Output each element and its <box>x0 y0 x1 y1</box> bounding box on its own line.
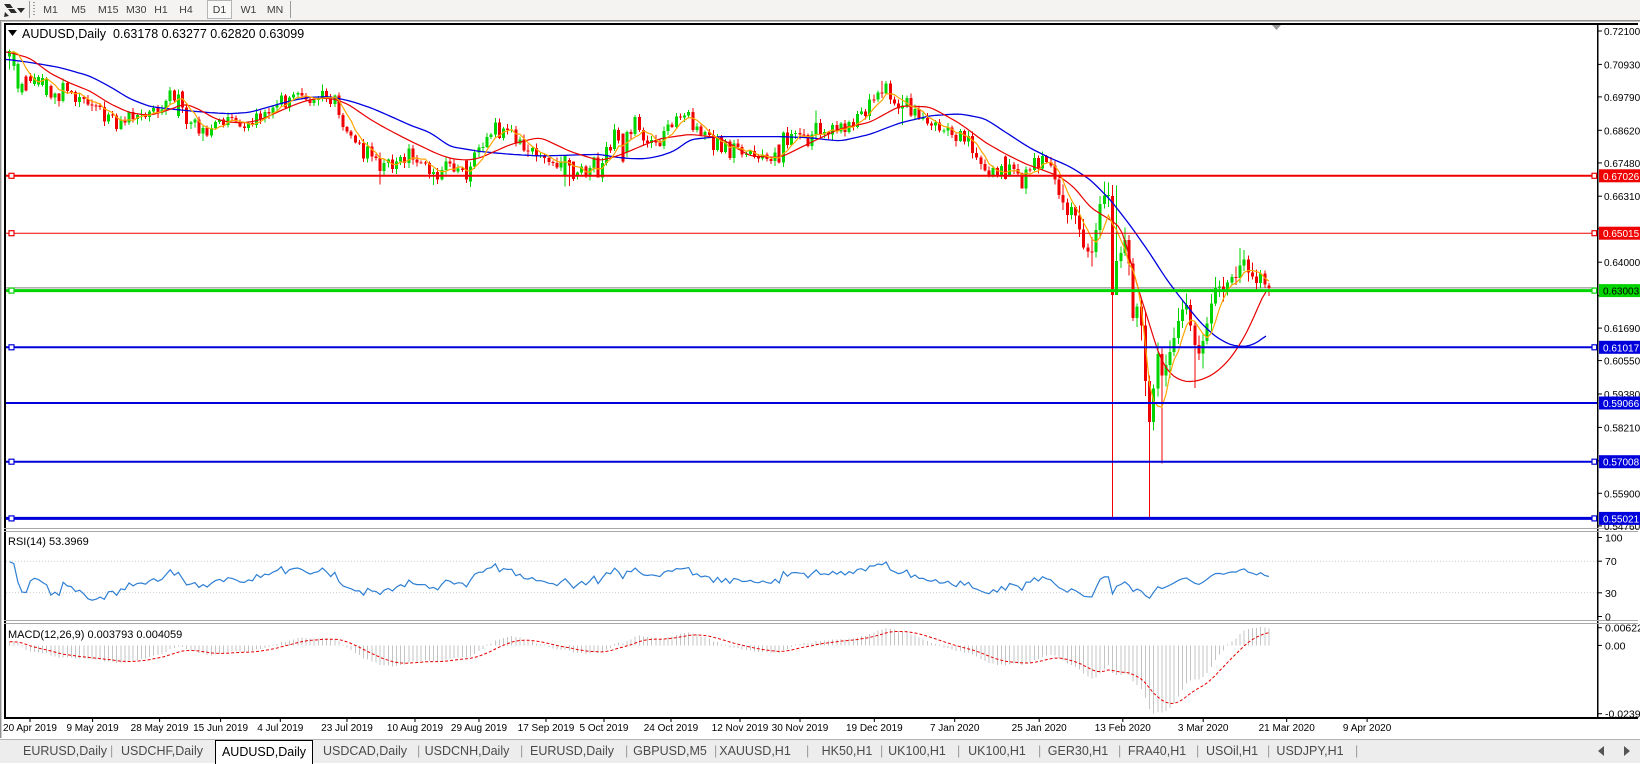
svg-text:0.67480: 0.67480 <box>1604 159 1640 170</box>
svg-text:21 Mar 2020: 21 Mar 2020 <box>1259 723 1316 734</box>
svg-text:0.68620: 0.68620 <box>1604 126 1640 137</box>
svg-text:0.64000: 0.64000 <box>1604 258 1640 269</box>
svg-text:0.58210: 0.58210 <box>1604 423 1640 434</box>
svg-text:29 Aug 2019: 29 Aug 2019 <box>451 723 508 734</box>
svg-text:0.69790: 0.69790 <box>1604 93 1640 104</box>
svg-text:MACD(12,26,9) 0.003793 0.00405: MACD(12,26,9) 0.003793 0.004059 <box>8 629 182 641</box>
svg-text:0.57008: 0.57008 <box>1603 458 1640 469</box>
svg-text:0.00622: 0.00622 <box>1605 623 1640 635</box>
svg-text:0.65015: 0.65015 <box>1603 229 1640 240</box>
svg-text:RSI(14) 53.3969: RSI(14) 53.3969 <box>8 536 89 548</box>
svg-text:0.67026: 0.67026 <box>1603 172 1640 183</box>
svg-text:0.59066: 0.59066 <box>1603 399 1640 410</box>
svg-text:13 Feb 2020: 13 Feb 2020 <box>1095 723 1152 734</box>
svg-text:30: 30 <box>1605 588 1617 600</box>
svg-text:0.55021: 0.55021 <box>1603 514 1640 525</box>
svg-text:15 Jun 2019: 15 Jun 2019 <box>193 723 248 734</box>
svg-text:30 Nov 2019: 30 Nov 2019 <box>772 723 829 734</box>
svg-text:19 Dec 2019: 19 Dec 2019 <box>846 723 903 734</box>
svg-text:0.66310: 0.66310 <box>1604 192 1640 203</box>
svg-text:0.55900: 0.55900 <box>1604 489 1640 500</box>
svg-text:-0.023959: -0.023959 <box>1605 709 1640 721</box>
svg-text:25 Jan 2020: 25 Jan 2020 <box>1012 723 1067 734</box>
svg-text:12 Nov 2019: 12 Nov 2019 <box>712 723 769 734</box>
svg-text:0.60550: 0.60550 <box>1604 357 1640 368</box>
svg-text:0.00: 0.00 <box>1605 640 1626 652</box>
svg-text:4 Jul 2019: 4 Jul 2019 <box>257 723 304 734</box>
svg-text:0.54760: 0.54760 <box>1604 522 1640 533</box>
svg-text:28 May 2019: 28 May 2019 <box>131 723 189 734</box>
svg-text:9 Apr 2020: 9 Apr 2020 <box>1343 723 1392 734</box>
svg-text:20 Apr 2019: 20 Apr 2019 <box>3 723 57 734</box>
svg-text:0.61690: 0.61690 <box>1604 324 1640 335</box>
svg-text:70: 70 <box>1605 556 1617 568</box>
svg-text:3 Mar 2020: 3 Mar 2020 <box>1178 723 1229 734</box>
svg-text:9 May 2019: 9 May 2019 <box>66 723 119 734</box>
svg-text:10 Aug 2019: 10 Aug 2019 <box>387 723 444 734</box>
svg-text:AUDUSD,Daily 0.63178 0.63277: AUDUSD,Daily 0.63178 0.63277 0.62820 0.6… <box>22 27 304 41</box>
svg-text:7 Jan 2020: 7 Jan 2020 <box>930 723 980 734</box>
svg-text:24 Oct 2019: 24 Oct 2019 <box>644 723 699 734</box>
svg-text:0.59380: 0.59380 <box>1604 390 1640 401</box>
svg-text:0.63003: 0.63003 <box>1603 287 1640 298</box>
svg-text:5 Oct 2019: 5 Oct 2019 <box>580 723 629 734</box>
svg-text:100: 100 <box>1605 533 1623 545</box>
svg-text:17 Sep 2019: 17 Sep 2019 <box>518 723 575 734</box>
svg-text:0.70930: 0.70930 <box>1604 60 1640 71</box>
svg-text:0.61017: 0.61017 <box>1603 343 1640 354</box>
svg-text:0.72100: 0.72100 <box>1604 27 1640 38</box>
svg-text:0: 0 <box>1605 612 1611 624</box>
svg-text:23 Jul 2019: 23 Jul 2019 <box>321 723 373 734</box>
